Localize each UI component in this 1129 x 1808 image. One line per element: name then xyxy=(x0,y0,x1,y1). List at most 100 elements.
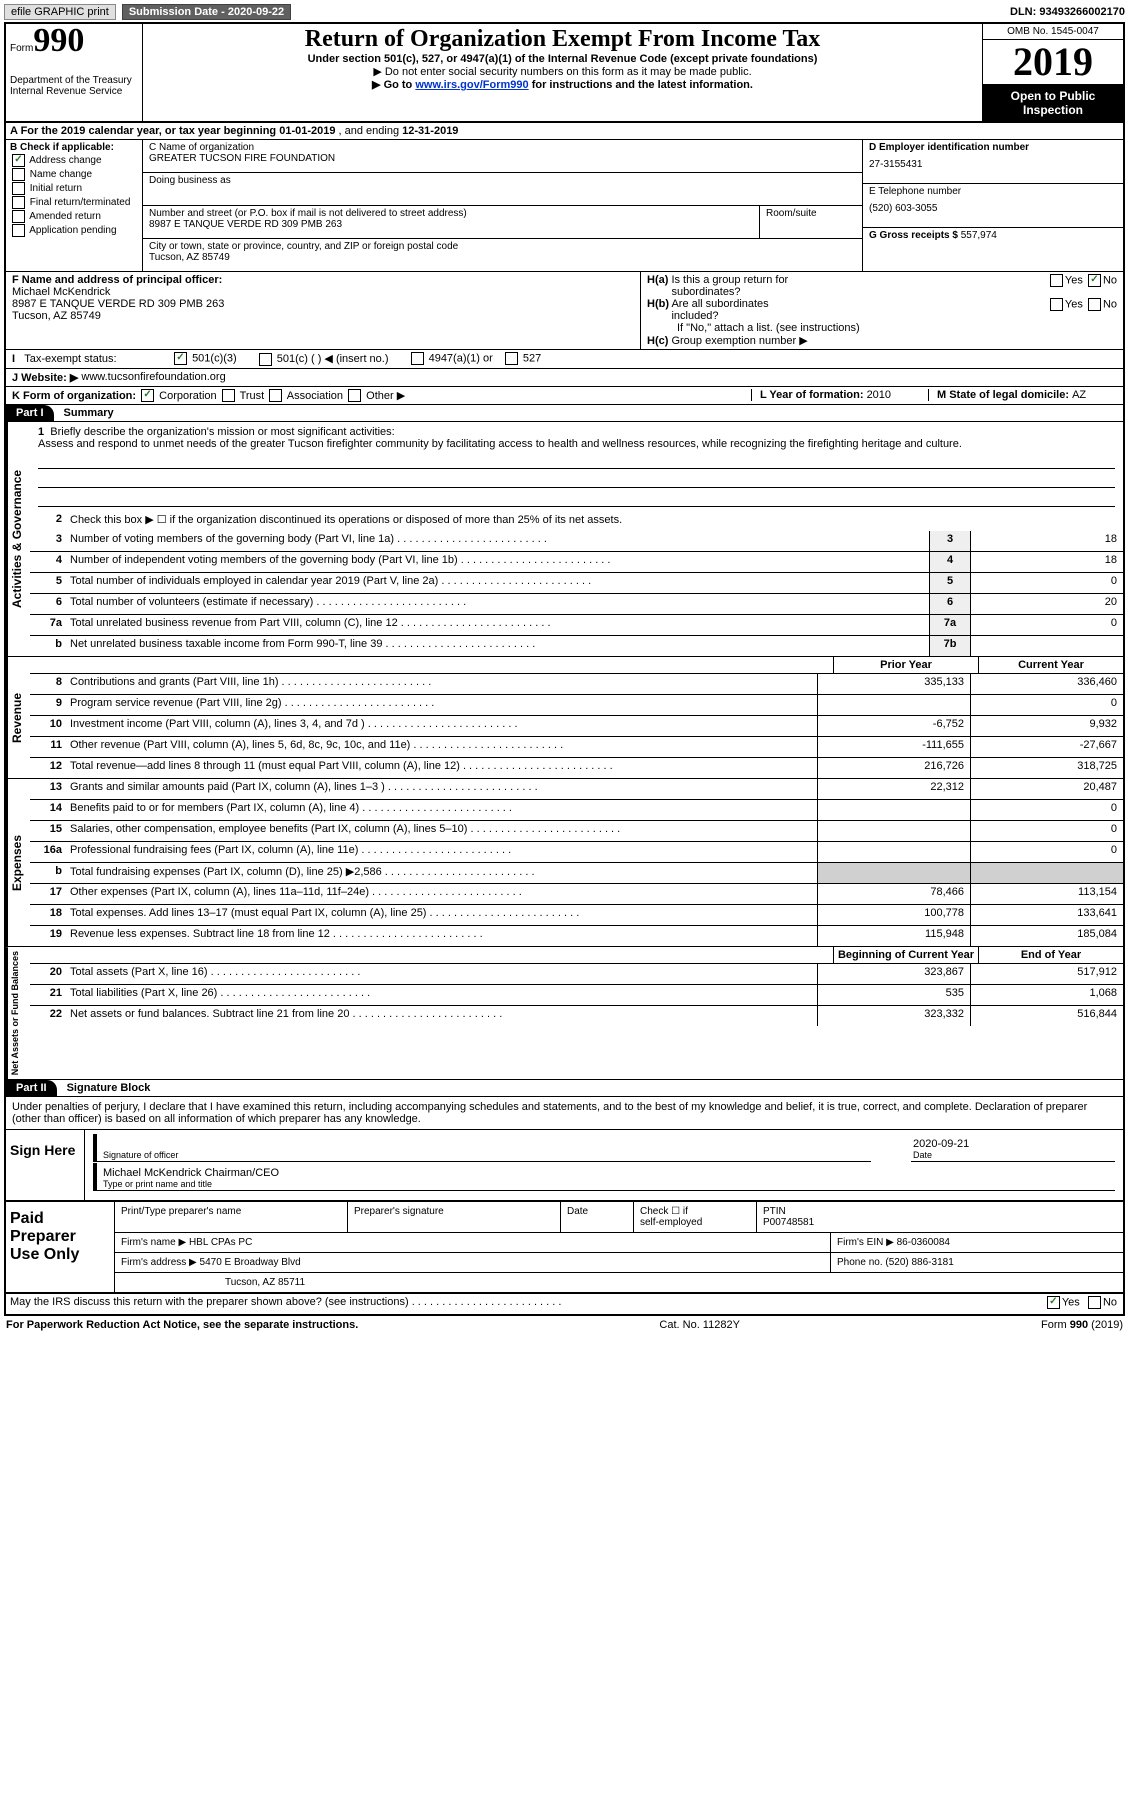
omb-number: OMB No. 1545-0047 xyxy=(983,24,1123,40)
summary-line-b: b Total fundraising expenses (Part IX, c… xyxy=(30,863,1123,884)
room-suite: Room/suite xyxy=(759,206,862,238)
part2-title: Signature Block xyxy=(57,1080,161,1096)
org-city: Tucson, AZ 85749 xyxy=(149,252,856,263)
row-f-h: F Name and address of principal officer:… xyxy=(6,272,1123,350)
col-de: D Employer identification number 27-3155… xyxy=(862,140,1123,271)
row-k-form-org: K Form of organization: Corporation Trus… xyxy=(6,387,1123,406)
irs-link[interactable]: www.irs.gov/Form990 xyxy=(415,79,528,91)
summary-line-22: 22 Net assets or fund balances. Subtract… xyxy=(30,1006,1123,1026)
paid-preparer-row: PaidPreparerUse Only Print/Type preparer… xyxy=(6,1202,1123,1294)
irs-label: Internal Revenue Service xyxy=(10,86,138,97)
state-domicile: M State of legal domicile: AZ xyxy=(928,389,1117,401)
summary-line-9: 9 Program service revenue (Part VIII, li… xyxy=(30,695,1123,716)
ssn-note: Do not enter social security numbers on … xyxy=(151,65,974,78)
phone-cell: E Telephone number (520) 603-3055 xyxy=(863,184,1123,228)
form-title: Return of Organization Exempt From Incom… xyxy=(151,26,974,53)
firm-phone: Phone no. (520) 886-3181 xyxy=(831,1253,1123,1272)
summary-line-7a: 7a Total unrelated business revenue from… xyxy=(30,615,1123,636)
ha-yesno[interactable]: Yes No xyxy=(1048,274,1117,298)
col-c-name-address: C Name of organization GREATER TUCSON FI… xyxy=(143,140,862,271)
row-j-website: J Website: ▶ www.tucsonfirefoundation.or… xyxy=(6,369,1123,387)
summary-line-5: 5 Total number of individuals employed i… xyxy=(30,573,1123,594)
form-header: Form990 Department of the Treasury Inter… xyxy=(6,24,1123,123)
firm-address: Firm's address ▶ 5470 E Broadway Blvd xyxy=(115,1253,831,1272)
ein-cell: D Employer identification number 27-3155… xyxy=(863,140,1123,184)
check-501c3[interactable]: 501(c)(3) xyxy=(172,352,237,365)
summary-line-13: 13 Grants and similar amounts paid (Part… xyxy=(30,779,1123,800)
group-return-block: H(a) Is this a group return for subordin… xyxy=(640,272,1123,349)
summary-line-6: 6 Total number of volunteers (estimate i… xyxy=(30,594,1123,615)
form-subtitle: Under section 501(c), 527, or 4947(a)(1)… xyxy=(151,53,974,65)
header-right-block: OMB No. 1545-0047 2019 Open to PublicIns… xyxy=(982,24,1123,121)
check-corporation[interactable] xyxy=(141,389,154,402)
signature-block: Under penalties of perjury, I declare th… xyxy=(6,1097,1123,1314)
summary-line-16a: 16a Professional fundraising fees (Part … xyxy=(30,842,1123,863)
check-app-pending[interactable]: Application pending xyxy=(10,224,138,237)
check-association[interactable] xyxy=(269,389,282,402)
part1-label: Part I xyxy=(6,405,54,421)
submission-date-button[interactable]: Submission Date - 2020-09-22 xyxy=(122,4,291,20)
instructions-note: ▶ Go to www.irs.gov/Form990 for instruct… xyxy=(151,78,974,91)
expenses-section: Expenses 13 Grants and similar amounts p… xyxy=(6,779,1123,947)
summary-line-b: b Net unrelated business taxable income … xyxy=(30,636,1123,656)
footer-cat: Cat. No. 11282Y xyxy=(659,1319,740,1331)
discuss-yesno[interactable]: Yes No xyxy=(951,1294,1123,1314)
net-assets-section: Net Assets or Fund Balances Beginning of… xyxy=(6,947,1123,1080)
vlabel-na: Net Assets or Fund Balances xyxy=(6,947,30,1079)
org-name-cell: C Name of organization GREATER TUCSON FI… xyxy=(143,140,862,173)
form-990-page: Form990 Department of the Treasury Inter… xyxy=(4,22,1125,1316)
summary-line-12: 12 Total revenue—add lines 8 through 11 … xyxy=(30,758,1123,778)
paid-preparer-label: PaidPreparerUse Only xyxy=(6,1202,115,1292)
check-4947[interactable]: 4947(a)(1) or xyxy=(409,352,493,365)
summary-line-8: 8 Contributions and grants (Part VIII, l… xyxy=(30,674,1123,695)
hb-yesno[interactable]: Yes No xyxy=(1048,298,1117,322)
col-b-checkboxes: B Check if applicable: Address change Na… xyxy=(6,140,143,271)
dln-label: DLN: 93493266002170 xyxy=(1010,6,1125,18)
rev-col-headers: Prior Year Current Year xyxy=(30,657,1123,674)
vlabel-rev: Revenue xyxy=(6,657,30,778)
check-other[interactable] xyxy=(348,389,361,402)
page-footer: For Paperwork Reduction Act Notice, see … xyxy=(4,1316,1125,1334)
website-url: www.tucsonfirefoundation.org xyxy=(81,371,225,383)
part1-header: Part I Summary xyxy=(6,405,1123,422)
firm-city: Tucson, AZ 85711 xyxy=(115,1273,1123,1292)
org-street: 8987 E TANQUE VERDE RD 309 PMB 263 xyxy=(149,219,753,230)
efile-print-button[interactable]: efile GRAPHIC print xyxy=(4,4,116,20)
summary-line-20: 20 Total assets (Part X, line 16) 323,86… xyxy=(30,964,1123,985)
row-i-tax-status: I Tax-exempt status: 501(c)(3) 501(c) ( … xyxy=(6,350,1123,369)
check-501c[interactable]: 501(c) ( ) ◀ (insert no.) xyxy=(257,352,389,366)
top-toolbar: efile GRAPHIC print Submission Date - 20… xyxy=(4,4,1125,20)
address-row: Number and street (or P.O. box if mail i… xyxy=(143,206,862,239)
check-527[interactable]: 527 xyxy=(503,352,541,365)
phone-value: (520) 603-3055 xyxy=(869,203,1117,214)
line-2: 2 Check this box ▶ ☐ if the organization… xyxy=(30,511,1123,531)
check-initial-return[interactable]: Initial return xyxy=(10,182,138,195)
officer-name-title: Michael McKendrick Chairman/CEO xyxy=(103,1167,1113,1179)
perjury-declaration: Under penalties of perjury, I declare th… xyxy=(6,1097,1123,1130)
firm-name: Firm's name ▶ HBL CPAs PC xyxy=(115,1233,831,1252)
check-amended-return[interactable]: Amended return xyxy=(10,210,138,223)
sig-officer-label: Signature of officer xyxy=(103,1150,869,1160)
check-final-return[interactable]: Final return/terminated xyxy=(10,196,138,209)
summary-line-18: 18 Total expenses. Add lines 13–17 (must… xyxy=(30,905,1123,926)
hb-note: If "No," attach a list. (see instruction… xyxy=(647,322,1117,334)
summary-line-4: 4 Number of independent voting members o… xyxy=(30,552,1123,573)
prep-self-employed[interactable]: Check ☐ ifself-employed xyxy=(634,1202,757,1232)
na-col-headers: Beginning of Current Year End of Year xyxy=(30,947,1123,964)
summary-line-14: 14 Benefits paid to or for members (Part… xyxy=(30,800,1123,821)
sign-here-label: Sign Here xyxy=(6,1130,85,1200)
ein-value: 27-3155431 xyxy=(869,159,1117,170)
dba-cell: Doing business as xyxy=(143,173,862,206)
form-title-block: Return of Organization Exempt From Incom… xyxy=(143,24,982,121)
activities-governance-section: Activities & Governance 1 Briefly descri… xyxy=(6,422,1123,657)
check-trust[interactable] xyxy=(222,389,235,402)
dept-treasury: Department of the Treasury xyxy=(10,75,138,86)
check-name-change[interactable]: Name change xyxy=(10,168,138,181)
summary-line-17: 17 Other expenses (Part IX, column (A), … xyxy=(30,884,1123,905)
open-public-badge: Open to PublicInspection xyxy=(983,85,1123,121)
part1-title: Summary xyxy=(54,405,124,421)
tax-year: 2019 xyxy=(983,40,1123,85)
principal-officer: F Name and address of principal officer:… xyxy=(6,272,640,349)
summary-line-21: 21 Total liabilities (Part X, line 26) 5… xyxy=(30,985,1123,1006)
check-address-change[interactable]: Address change xyxy=(10,154,138,167)
